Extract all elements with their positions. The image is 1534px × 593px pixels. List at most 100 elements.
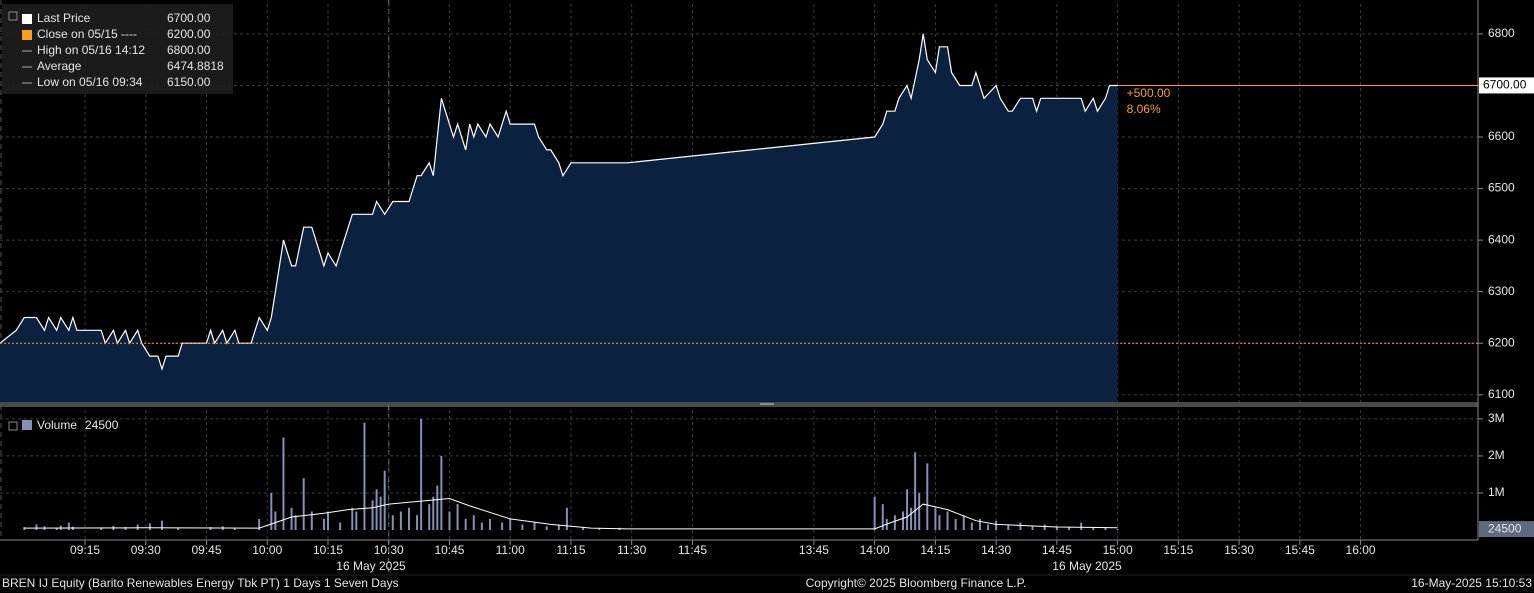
volume-bar xyxy=(1007,524,1010,530)
volume-bar xyxy=(509,518,512,530)
price-line xyxy=(0,33,1118,372)
volume-bar xyxy=(480,522,483,530)
y-tick-label: 6800 xyxy=(1488,26,1515,40)
volume-bar xyxy=(557,524,560,530)
legend-value: 6150.00 xyxy=(167,75,211,89)
x-tick-label: 10:00 xyxy=(252,543,282,557)
x-tick-label: 15:00 xyxy=(1103,543,1133,557)
volume-bar xyxy=(464,518,467,530)
volume-bar xyxy=(290,507,293,530)
y-tick-label: 3M xyxy=(1488,411,1505,425)
volume-bar xyxy=(970,522,973,530)
legend-value: 6200.00 xyxy=(167,27,211,41)
volume-bar xyxy=(407,507,410,530)
volume-bar xyxy=(893,515,896,530)
volume-bar xyxy=(416,515,419,530)
volume-bar xyxy=(436,485,439,530)
volume-bar xyxy=(938,515,941,530)
legend-swatch xyxy=(22,30,32,40)
volume-bar xyxy=(1068,527,1071,530)
volume-bar xyxy=(448,511,451,530)
x-tick-label: 14:30 xyxy=(981,543,1011,557)
legend-label: Last Price xyxy=(37,11,91,25)
volume-bar xyxy=(399,511,402,530)
legend-value: 6800.00 xyxy=(167,43,211,57)
volume-bar xyxy=(918,492,921,530)
axis-value-label: 6700.00 xyxy=(1483,78,1527,92)
volume-bar xyxy=(35,524,38,530)
volume-bar xyxy=(270,492,273,530)
volume-average xyxy=(24,497,1118,530)
x-tick-label: 14:15 xyxy=(920,543,950,557)
x-tick-label: 10:15 xyxy=(313,543,343,557)
volume-bar xyxy=(209,527,212,530)
legend-value: 6474.8818 xyxy=(167,59,224,73)
volume-bar xyxy=(363,422,366,530)
volume-bar xyxy=(995,520,998,530)
volume-bar xyxy=(274,511,277,530)
volume-bar xyxy=(1055,526,1058,530)
x-tick-label: 14:45 xyxy=(1042,543,1072,557)
legend-value: 24500 xyxy=(85,418,119,432)
volume-bar xyxy=(233,527,236,530)
volume-bar xyxy=(375,489,378,530)
legend-label: Low on 05/16 09:34 xyxy=(37,75,143,89)
volume-bar xyxy=(954,518,957,530)
volume-bar xyxy=(1019,522,1022,530)
volume-bar xyxy=(428,504,431,530)
volume-bar xyxy=(488,518,491,530)
volume-bar xyxy=(383,470,386,530)
legend-swatch xyxy=(22,14,32,24)
volume-bar xyxy=(456,504,459,530)
footer-left: BREN IJ Equity (Barito Renewables Energy… xyxy=(2,576,399,590)
axis-value-box xyxy=(1479,77,1534,94)
axis-value-label: 24500 xyxy=(1488,521,1522,535)
volume-bar xyxy=(545,526,548,530)
date-label: 16 May 2025 xyxy=(336,559,406,573)
volume-bar xyxy=(962,515,965,530)
x-tick-label: 10:30 xyxy=(374,543,404,557)
y-tick-label: 6100 xyxy=(1488,387,1515,401)
y-tick-label: 1M xyxy=(1488,485,1505,499)
y-tick-label: 6300 xyxy=(1488,284,1515,298)
legend-box xyxy=(2,4,233,94)
volume-bar xyxy=(351,507,354,530)
volume-bar xyxy=(946,511,949,530)
change-annotation: +500.00 xyxy=(1127,86,1171,100)
x-tick-label: 11:30 xyxy=(617,543,646,557)
volume-bar xyxy=(910,507,913,530)
volume-bar xyxy=(100,527,103,530)
x-tick-label: 11:15 xyxy=(556,543,585,557)
separator-handle xyxy=(760,403,774,405)
x-tick-label: 16:00 xyxy=(1346,543,1376,557)
volume-bar xyxy=(1080,522,1083,530)
volume-bar xyxy=(1043,524,1046,530)
volume-bar xyxy=(533,522,536,530)
volume-bar xyxy=(294,515,297,530)
volume-bar xyxy=(934,507,937,530)
collapse-icon[interactable] xyxy=(8,11,18,21)
volume-bar xyxy=(987,524,990,530)
x-tick-label: 10:45 xyxy=(434,543,464,557)
x-tick-label: 09:15 xyxy=(70,543,100,557)
volume-bar xyxy=(1031,526,1034,530)
x-tick-label: 14:00 xyxy=(860,543,890,557)
volume-bar xyxy=(23,527,26,530)
y-tick-label: 6400 xyxy=(1488,232,1515,246)
volume-bar xyxy=(1104,527,1107,530)
x-tick-label: 15:30 xyxy=(1224,543,1254,557)
volume-bar xyxy=(873,496,876,530)
x-tick-label: 09:30 xyxy=(131,543,161,557)
volume-bar xyxy=(881,504,884,530)
axis-value-box xyxy=(1479,521,1534,538)
collapse-icon[interactable] xyxy=(8,421,18,431)
volume-bar xyxy=(598,528,601,530)
x-tick-label: 11:00 xyxy=(496,543,525,557)
volume-bar xyxy=(926,463,929,530)
volume-bar xyxy=(371,500,374,530)
x-tick-label: 15:15 xyxy=(1163,543,1193,557)
legend-label: Volume xyxy=(37,418,77,432)
footer-center: Copyright© 2025 Bloomberg Finance L.P. xyxy=(806,576,1027,590)
y-tick-label: 6600 xyxy=(1488,129,1515,143)
volume-bar xyxy=(136,524,139,530)
